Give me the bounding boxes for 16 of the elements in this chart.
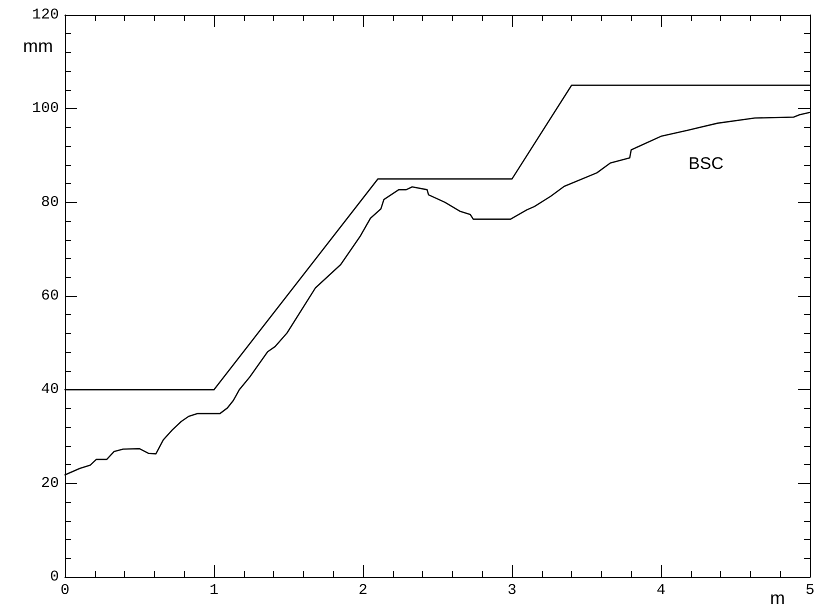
series-label: BSC [688, 154, 724, 173]
y-tick-label: 40 [40, 381, 59, 398]
y-axis-title: mm [23, 36, 53, 56]
x-tick-label: 2 [358, 582, 368, 599]
x-tick-label: 0 [60, 582, 70, 599]
y-tick-label: 80 [40, 194, 59, 211]
y-tick-label: 120 [32, 6, 59, 24]
y-tick-label: 60 [40, 288, 59, 304]
y-tick-label: 100 [32, 100, 59, 118]
x-tick-label: 4 [656, 582, 666, 599]
y-tick-label: 20 [40, 474, 59, 492]
y-tick-label: 0 [50, 568, 59, 586]
x-tick-label: 5 [805, 582, 815, 599]
x-tick-label: 1 [209, 582, 219, 599]
x-axis-title: m [770, 588, 785, 607]
x-tick-label: 3 [507, 582, 517, 599]
